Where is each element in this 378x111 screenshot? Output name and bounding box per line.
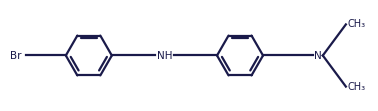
Text: CH₃: CH₃ — [348, 82, 366, 92]
Text: Br: Br — [10, 51, 22, 60]
Text: N: N — [314, 51, 321, 60]
Text: NH: NH — [156, 51, 172, 60]
Text: CH₃: CH₃ — [348, 19, 366, 29]
